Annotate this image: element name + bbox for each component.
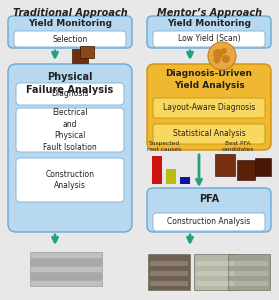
Text: Construction Analysis: Construction Analysis: [167, 218, 251, 226]
FancyBboxPatch shape: [153, 98, 265, 118]
Bar: [196, 281, 234, 286]
Circle shape: [221, 48, 227, 54]
FancyBboxPatch shape: [14, 31, 126, 47]
Bar: [30, 280, 102, 286]
FancyBboxPatch shape: [153, 213, 265, 231]
FancyBboxPatch shape: [147, 16, 271, 48]
Bar: [150, 271, 188, 276]
Bar: [230, 261, 268, 266]
Text: Construction
Analysis: Construction Analysis: [45, 170, 95, 190]
Bar: [152, 156, 162, 184]
Bar: [166, 169, 176, 184]
FancyBboxPatch shape: [8, 64, 132, 232]
Text: Low Yield (Scan): Low Yield (Scan): [178, 34, 240, 43]
FancyBboxPatch shape: [16, 108, 124, 152]
Bar: [228, 254, 270, 290]
Text: Diagnosis: Diagnosis: [51, 89, 89, 98]
Text: Traditional Approach: Traditional Approach: [13, 8, 128, 18]
FancyBboxPatch shape: [8, 16, 132, 48]
Text: Statistical Analysis: Statistical Analysis: [173, 130, 245, 139]
Text: Physical
Failure Analysis: Physical Failure Analysis: [27, 72, 114, 95]
Bar: [30, 266, 102, 272]
FancyBboxPatch shape: [16, 83, 124, 105]
Text: Yield Monitoring: Yield Monitoring: [167, 19, 251, 28]
Text: Electrical
and
Physical
Fault Isolation: Electrical and Physical Fault Isolation: [43, 108, 97, 152]
Bar: [215, 154, 235, 176]
Text: Suspected
root causes: Suspected root causes: [147, 141, 181, 152]
Bar: [80, 46, 94, 58]
Bar: [237, 160, 255, 180]
Bar: [230, 281, 268, 286]
FancyBboxPatch shape: [147, 64, 271, 150]
Bar: [150, 281, 188, 286]
FancyBboxPatch shape: [16, 158, 124, 202]
Bar: [255, 158, 271, 176]
Text: Yield Monitoring: Yield Monitoring: [28, 19, 112, 28]
Bar: [230, 271, 268, 276]
FancyBboxPatch shape: [153, 31, 265, 47]
Text: Mentor’s Approach: Mentor’s Approach: [157, 8, 263, 18]
Bar: [150, 261, 188, 266]
Bar: [180, 177, 190, 184]
Bar: [72, 49, 88, 63]
Circle shape: [213, 49, 223, 59]
Bar: [30, 273, 102, 279]
Text: Diagnosis-Driven
Yield Analysis: Diagnosis-Driven Yield Analysis: [165, 69, 252, 90]
Bar: [148, 254, 190, 290]
Bar: [194, 254, 236, 290]
FancyBboxPatch shape: [153, 124, 265, 144]
Circle shape: [208, 42, 236, 70]
Circle shape: [213, 56, 220, 64]
Bar: [196, 261, 234, 266]
Bar: [196, 271, 234, 276]
Text: Layout-Aware Diagnosis: Layout-Aware Diagnosis: [163, 103, 255, 112]
FancyBboxPatch shape: [147, 188, 271, 232]
Text: Selection: Selection: [52, 34, 88, 43]
Bar: [30, 259, 102, 265]
Text: PFA: PFA: [199, 194, 219, 204]
Bar: [30, 252, 102, 258]
Text: Best PFA
candidates: Best PFA candidates: [222, 141, 254, 152]
Circle shape: [222, 55, 230, 63]
